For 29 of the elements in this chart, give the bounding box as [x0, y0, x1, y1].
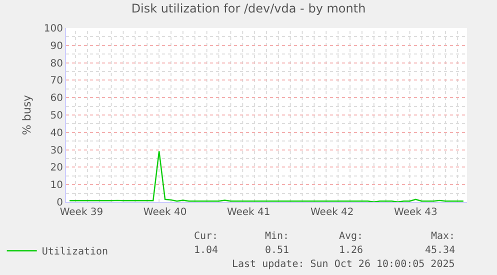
y-tick-label: 70: [50, 76, 63, 87]
x-tick-label: Week 40: [143, 207, 187, 218]
text: Cur:: [194, 231, 218, 242]
text: 45.34: [425, 245, 456, 256]
y-tick-label: 20: [50, 162, 63, 174]
text: 1.26: [339, 245, 364, 256]
chart-title: Disk utilization for /dev/vda - by month: [131, 2, 366, 16]
x-tick-label: Week 43: [394, 207, 438, 218]
line-series: [68, 150, 464, 202]
text: 0.51: [265, 245, 290, 256]
y-axis-title: % busy: [20, 94, 34, 136]
text: 1.04: [194, 245, 218, 256]
y-tick-label: 60: [50, 93, 63, 104]
legend-label: Utilization: [42, 246, 108, 258]
x-tick-label: Week 42: [310, 207, 354, 218]
y-tick-label: 100: [44, 24, 63, 34]
y-tick-label: 90: [50, 40, 63, 52]
y-tick-label: 50: [50, 110, 63, 122]
y-tick-label: 0: [56, 198, 63, 208]
y-tick-label: 80: [50, 58, 63, 70]
text: Avg:: [339, 231, 364, 242]
y-tick-label: 30: [50, 145, 63, 156]
x-tick-label: Week 39: [60, 207, 104, 218]
x-tick-label: Week 41: [226, 207, 270, 218]
y-tick-label: 10: [50, 180, 63, 192]
text: Last update: Sun Oct 26 10:00:05 2025: [232, 259, 455, 270]
text: Max:: [431, 231, 456, 242]
text: Min:: [265, 231, 290, 242]
y-tick-label: 40: [50, 128, 63, 139]
